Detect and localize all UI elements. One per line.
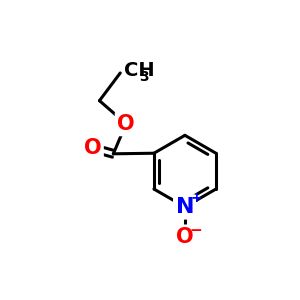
Text: CH: CH xyxy=(124,61,154,80)
Text: N: N xyxy=(176,197,194,217)
Text: +: + xyxy=(191,191,202,205)
Text: O: O xyxy=(84,138,101,158)
Text: −: − xyxy=(190,223,202,238)
Text: 3: 3 xyxy=(140,70,149,84)
Text: O: O xyxy=(117,114,135,134)
Text: O: O xyxy=(176,227,194,247)
